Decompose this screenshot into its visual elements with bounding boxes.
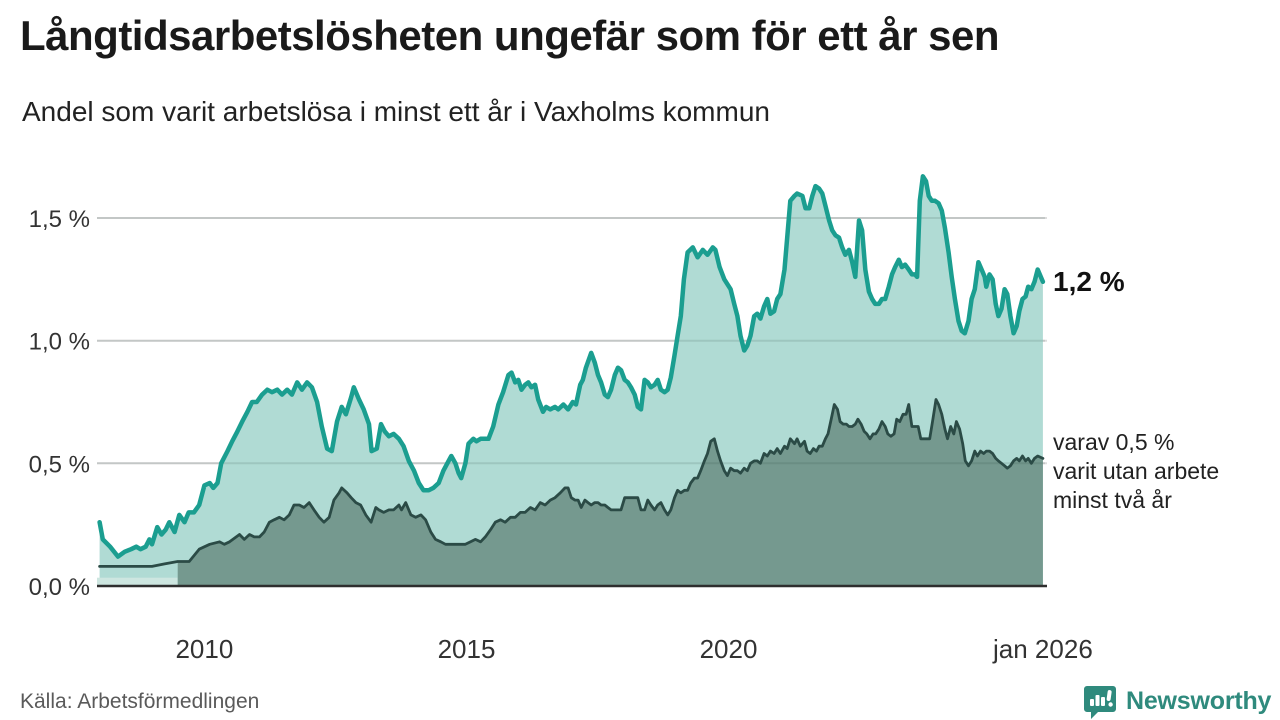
- end-value-label-two-year: varav 0,5 % varit utan arbete minst två …: [1053, 428, 1219, 515]
- y-axis-tick-label: 1,0 %: [29, 329, 90, 356]
- end-value-label-one-year: 1,2 %: [1053, 266, 1125, 297]
- logo-bar-2: [1095, 695, 1100, 706]
- y-axis-tick-label: 0,0 %: [29, 574, 90, 601]
- x-axis-tick-label: jan 2026: [992, 634, 1093, 664]
- newsworthy-logo[interactable]: Newsworthy: [1082, 683, 1271, 719]
- logo-bar-3: [1101, 697, 1105, 706]
- x-axis-tick-label: 2010: [175, 634, 233, 664]
- series-one-year-line: [97, 174, 1046, 559]
- series-two-year-line: [98, 398, 1045, 568]
- logo-exclamation-dot: [1108, 702, 1113, 707]
- logo-bar-1: [1090, 699, 1094, 706]
- logo-exclamation-bar: [1106, 690, 1112, 701]
- x-axis-tick-label: 2015: [438, 634, 496, 664]
- y-axis-tick-label: 1,5 %: [29, 206, 90, 233]
- series-two-year-area: [177, 399, 1043, 586]
- chart-subtitle: Andel som varit arbetslösa i minst ett å…: [22, 96, 770, 127]
- annotation-line-3: minst två år: [1053, 487, 1172, 513]
- annotation-line-2: varit utan arbete: [1053, 458, 1220, 484]
- source-credit: Källa: Arbetsförmedlingen: [20, 690, 260, 713]
- brand-name: Newsworthy: [1126, 686, 1272, 715]
- y-axis-tick-label: 0,5 %: [29, 451, 90, 478]
- chart-title: Långtidsarbetslösheten ungefär som för e…: [20, 12, 1000, 59]
- newsworthy-logo-icon: [1084, 686, 1116, 719]
- left-pale-strip: [97, 577, 178, 586]
- annotation-line-1: varav 0,5 %: [1053, 429, 1175, 455]
- x-axis-tick-label: 2020: [700, 634, 758, 664]
